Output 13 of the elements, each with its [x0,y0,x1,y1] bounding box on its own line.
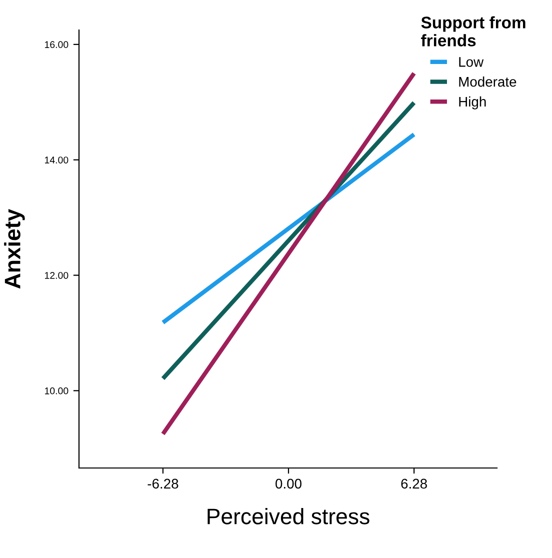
legend-label: Moderate [459,76,516,87]
y-tick-label: 14.00 [45,156,68,164]
x-axis-title: Perceived stress [208,508,370,524]
y-tick-label: 16.00 [45,41,68,48]
x-tick-label: 6.28 [401,478,427,489]
x-tick-label: 0.00 [276,478,302,489]
y-tick-label: 12.00 [45,272,68,279]
y-axis-title: Anxiety [4,208,25,289]
legend-label: High [459,96,486,110]
legend-title: Support from friends [421,16,526,46]
x-tick-label: -6.28 [148,478,178,489]
y-tick-label: 10.00 [45,387,68,394]
legend-label: Low [459,57,484,67]
